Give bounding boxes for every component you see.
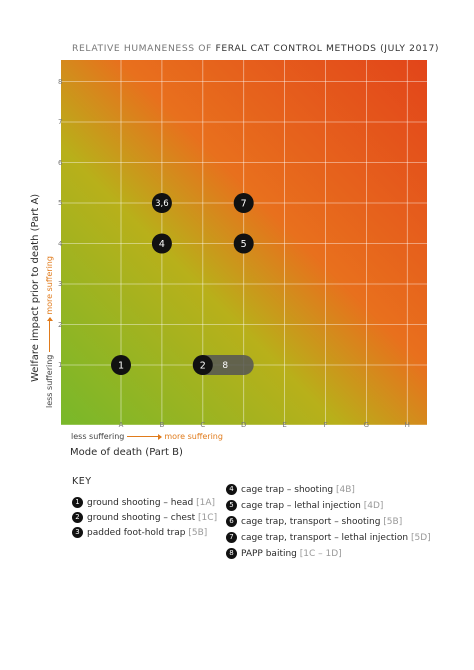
key-number-badge: 4 xyxy=(226,484,237,495)
marker-label-7: 7 xyxy=(241,198,247,209)
chart-title: RELATIVE HUMANENESS OF FERAL CAT CONTROL… xyxy=(72,43,439,54)
marker-label-5: 5 xyxy=(241,239,247,250)
key-item-code: [5B] xyxy=(188,528,208,538)
x-tick-E: E xyxy=(282,421,287,429)
y-suffering-indicator: less suffering more suffering xyxy=(45,256,54,408)
key-item-code: [1A] xyxy=(196,498,216,508)
marker-1 xyxy=(111,355,131,375)
key-item-5: 5 cage trap – lethal injection [4D] xyxy=(226,499,383,513)
key-item-text: ground shooting – chest xyxy=(87,513,199,523)
data-markers: 8 1 2 3,6 7 4 5 xyxy=(111,193,254,375)
key-number-badge: 8 xyxy=(226,548,237,559)
key-item-7: 7 cage trap, transport – lethal injection… xyxy=(226,531,431,545)
key-title: KEY xyxy=(72,476,92,487)
y-tick-7: 7 xyxy=(58,118,63,126)
key-item-code: [4D] xyxy=(363,501,384,511)
marker-label-4: 4 xyxy=(159,239,165,250)
x-axis-label: Mode of death (Part B) xyxy=(70,447,183,458)
key-item-3: 3 padded foot-hold trap [5B] xyxy=(72,526,207,540)
key-item-2: 2 ground shooting – chest [1C] xyxy=(72,511,217,525)
key-number-badge: 2 xyxy=(72,512,83,523)
x-suffering-indicator: less suffering more suffering xyxy=(71,432,223,441)
x-tick-F: F xyxy=(323,421,328,429)
x-tick-C: C xyxy=(200,421,206,429)
key-item-code: [1C – 1D] xyxy=(299,549,342,559)
key-number-badge: 1 xyxy=(72,497,83,508)
key-item-code: [5B] xyxy=(383,517,403,527)
key-item-text: cage trap, transport – lethal injection xyxy=(241,533,411,543)
x-tick-D: D xyxy=(240,421,247,429)
x-tick-B: B xyxy=(159,421,165,429)
x-more-suffering: more suffering xyxy=(164,432,223,441)
x-tick-G: G xyxy=(363,421,370,429)
marker-2 xyxy=(192,355,213,375)
key-item-text: cage trap – lethal injection xyxy=(241,501,364,511)
key-item-code: [1C] xyxy=(198,513,218,523)
marker-4 xyxy=(151,233,172,254)
y-tick-8: 8 xyxy=(58,77,63,86)
chart-title-prefix: RELATIVE HUMANENESS OF xyxy=(72,43,216,54)
y-less-suffering: less suffering xyxy=(45,354,54,408)
key-item-text: cage trap, transport – shooting xyxy=(241,517,384,527)
key-number-badge: 3 xyxy=(72,527,83,538)
marker-5 xyxy=(233,233,254,254)
key-item-4: 4 cage trap – shooting [4B] xyxy=(226,483,355,497)
key-item-code: [4B] xyxy=(335,485,355,495)
key-number-badge: 6 xyxy=(226,516,237,527)
marker-label-2: 2 xyxy=(200,360,206,371)
marker-label-3-6: 3,6 xyxy=(155,199,169,209)
y-tick-5: 5 xyxy=(58,199,63,207)
y-axis-label: Welfare impact prior to death (Part A) xyxy=(30,193,41,382)
key-item-text: padded foot-hold trap xyxy=(87,528,189,538)
key-item-1: 1 ground shooting – head [1A] xyxy=(72,496,215,510)
y-more-suffering: more suffering xyxy=(45,256,54,315)
y-tick-1: 1 xyxy=(58,361,63,369)
y-tick-4: 4 xyxy=(58,239,63,248)
key-item-8: 8 PAPP baiting [1C – 1D] xyxy=(226,547,342,561)
x-less-suffering: less suffering xyxy=(71,432,125,441)
x-tick-H: H xyxy=(404,421,410,429)
key-item-text: ground shooting – head xyxy=(87,498,197,508)
key-number-badge: 5 xyxy=(226,500,237,511)
marker-3-6 xyxy=(151,193,172,213)
x-arrow-icon xyxy=(127,433,163,440)
x-tick-A: A xyxy=(118,421,124,429)
key-number-badge: 7 xyxy=(226,532,237,543)
y-tick-2: 2 xyxy=(58,320,63,329)
key-item-text: cage trap – shooting xyxy=(241,485,336,495)
marker-label-1: 1 xyxy=(118,360,124,371)
chart-title-main: FERAL CAT CONTROL METHODS (JULY 2017) xyxy=(215,43,440,54)
y-tick-3: 3 xyxy=(58,280,63,288)
key-item-6: 6 cage trap, transport – shooting [5B] xyxy=(226,515,402,529)
range-label-8: 8 xyxy=(222,361,228,371)
y-tick-6: 6 xyxy=(58,158,63,167)
key-item-code: [5D] xyxy=(411,533,431,543)
key-item-text: PAPP baiting xyxy=(241,549,300,559)
marker-7 xyxy=(233,193,254,213)
y-arrow-icon xyxy=(49,317,50,352)
